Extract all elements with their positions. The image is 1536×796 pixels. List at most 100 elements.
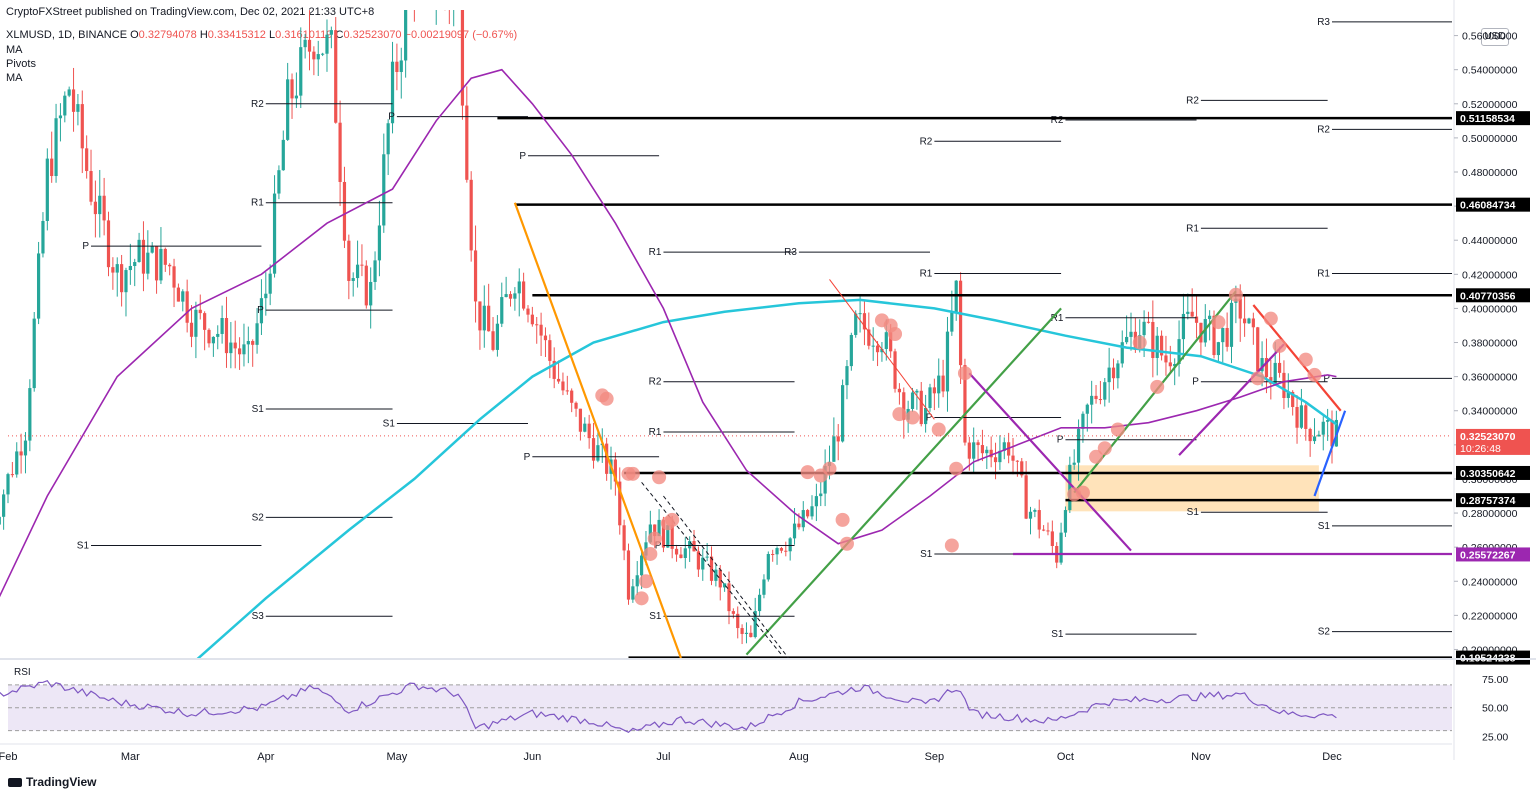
pivot-label: R2 (1186, 95, 1199, 106)
candle-body (880, 348, 884, 353)
candle-body (897, 388, 902, 393)
candle-body (133, 262, 137, 266)
touch-marker (957, 366, 972, 381)
pivot-label: S1 (1187, 507, 1200, 518)
touch-marker (944, 538, 959, 553)
candle-body (307, 39, 312, 52)
candle-body (714, 569, 718, 581)
pivot-label: R2 (251, 99, 264, 110)
candle-body (224, 318, 229, 354)
touch-marker (1250, 371, 1265, 386)
candle-body (233, 342, 237, 349)
candle-body (89, 171, 93, 202)
candle-body (351, 278, 355, 281)
candle-body (1199, 322, 1203, 343)
candle-body (814, 496, 818, 507)
candle-body (80, 104, 84, 149)
currency-button[interactable]: USD (1481, 28, 1509, 46)
touch-marker (905, 410, 920, 425)
candle-body (744, 632, 749, 634)
candle-body (639, 555, 644, 576)
candle-body (688, 541, 692, 549)
candle-body (596, 445, 600, 461)
candle-body (963, 365, 967, 443)
candle-body (1042, 529, 1046, 531)
candle-body (1326, 420, 1330, 422)
candle-body (373, 260, 377, 282)
pivot-label: P (1192, 377, 1199, 388)
candle-body (120, 264, 124, 293)
candle-body (806, 510, 810, 517)
price-badge-label: 0.28757374 (1460, 495, 1516, 507)
indicator-pivots[interactable]: Pivots (6, 58, 36, 70)
high-value: 0.33415312 (207, 29, 266, 41)
candle-body (989, 449, 993, 458)
time-tick-label: Nov (1191, 751, 1211, 763)
candle-body (1277, 362, 1282, 373)
candle-body (631, 586, 635, 600)
candle-body (1295, 406, 1299, 428)
candle-body (111, 267, 115, 273)
candle-body (1251, 318, 1255, 328)
candle-body (1120, 342, 1124, 364)
touch-marker (1097, 441, 1112, 456)
candle-body (487, 305, 491, 332)
candle-body (972, 442, 976, 459)
candle-body (1181, 313, 1186, 340)
symbol-name[interactable]: XLMUSD, 1D, BINANCE (6, 29, 128, 41)
candle-body (377, 225, 382, 261)
touch-marker (665, 512, 680, 527)
touch-marker (1228, 287, 1243, 302)
candle-body (216, 333, 220, 337)
indicator-ma-1[interactable]: MA (6, 44, 23, 56)
candle-body (915, 390, 919, 393)
candle-body (41, 220, 45, 254)
candle-body (321, 53, 325, 55)
candle-body (954, 280, 958, 313)
trendline (663, 495, 790, 658)
time-tick-label: Mar (121, 751, 140, 763)
price-badge-countdown: 10:26:48 (1460, 443, 1501, 455)
candle-body (1085, 404, 1089, 414)
candle-body (1190, 311, 1194, 317)
touch-marker (839, 536, 854, 551)
touch-marker (1211, 315, 1226, 330)
candle-body (928, 387, 932, 408)
pivot-label: P (926, 413, 933, 424)
candle-body (1247, 318, 1251, 324)
price-badge (1456, 111, 1530, 126)
pivot-label: R1 (1317, 268, 1330, 279)
candle-body (495, 323, 499, 350)
candle-body (556, 378, 561, 382)
publisher-line: CryptoFXStreet published on TradingView.… (6, 6, 375, 18)
candle-body (810, 506, 814, 517)
candle-body (1107, 367, 1111, 383)
candle-body (1011, 455, 1015, 461)
indicator-ma-2[interactable]: MA (6, 72, 23, 84)
tradingview-logo: TradingView (8, 775, 96, 789)
candle-body (932, 387, 936, 394)
candle-body (1304, 405, 1308, 429)
pivot-label: R1 (649, 427, 662, 438)
candle-body (194, 309, 198, 337)
pivot-label: S1 (252, 404, 265, 415)
candle-body (1194, 316, 1199, 323)
touch-marker (1263, 311, 1278, 326)
candle-body (316, 54, 320, 60)
candle-body (679, 554, 683, 558)
candle-body (976, 442, 980, 446)
pivot-label: S1 (1051, 629, 1064, 640)
pivot-label: S1 (1318, 521, 1331, 532)
rsi-tick-label: 25.00 (1482, 731, 1508, 743)
candle-body (967, 442, 971, 459)
candle-body (211, 336, 215, 344)
rsi-tick-label: 50.00 (1482, 703, 1508, 715)
candle-body (1243, 318, 1247, 324)
candle-body (1072, 462, 1076, 465)
low-value: 0.31610119 (275, 29, 333, 41)
candle-body (32, 318, 36, 389)
pivot-label: P (519, 151, 526, 162)
candle-body (858, 313, 862, 315)
trendline (513, 202, 682, 658)
